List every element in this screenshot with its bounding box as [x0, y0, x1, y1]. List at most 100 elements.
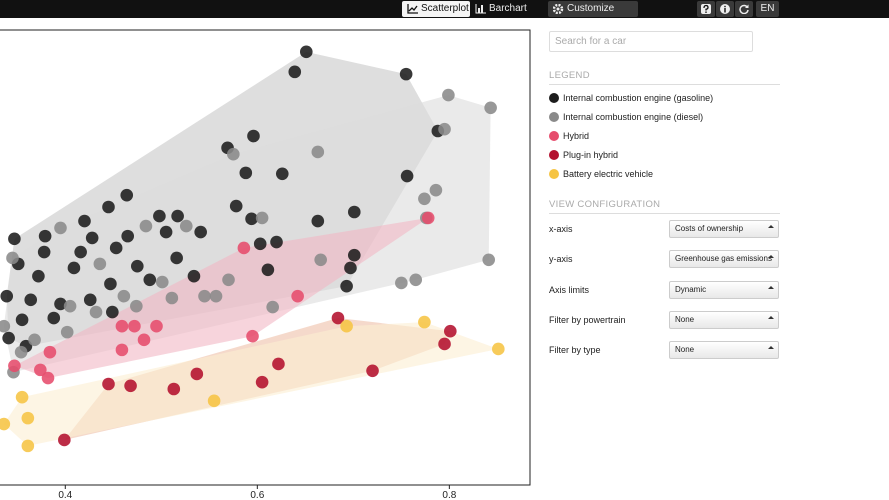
data-point	[104, 277, 117, 291]
select-value: None	[675, 345, 695, 355]
data-point	[150, 319, 163, 333]
x-tick-label: 0.6	[250, 490, 264, 500]
config-select[interactable]: Greenhouse gas emissions	[669, 250, 779, 269]
data-point	[255, 375, 269, 389]
config-row: Filter by powertrain None	[549, 310, 780, 329]
data-point	[366, 364, 379, 378]
data-point	[418, 315, 431, 329]
data-point	[170, 251, 183, 265]
barchart-tab[interactable]: Barchart	[470, 1, 530, 17]
config-label: Filter by powertrain	[549, 314, 626, 325]
customize-button[interactable]: Customize	[548, 1, 638, 17]
data-point	[261, 263, 275, 277]
data-point	[21, 439, 35, 453]
data-point	[83, 293, 97, 307]
data-point	[190, 367, 204, 381]
data-point	[165, 291, 179, 305]
data-point	[115, 319, 129, 333]
data-point	[209, 289, 223, 303]
data-point	[14, 345, 28, 359]
data-point	[253, 237, 267, 251]
config-row: x-axis Costs of ownership	[549, 220, 780, 238]
x-tick-label: 0.8	[442, 490, 456, 500]
select-value: Greenhouse gas emissions	[675, 254, 772, 264]
data-point	[482, 253, 496, 267]
data-point	[74, 245, 87, 259]
legend-item: Plug-in hybrid	[549, 149, 618, 161]
data-point	[207, 394, 221, 408]
data-point	[347, 248, 361, 262]
data-point	[288, 65, 302, 79]
data-point	[130, 299, 143, 313]
data-point	[266, 300, 279, 314]
data-point	[58, 433, 71, 447]
data-point	[247, 129, 260, 143]
data-point	[275, 167, 289, 181]
legend-swatch	[549, 150, 559, 160]
data-point	[28, 333, 41, 347]
select-value: Dynamic	[675, 284, 707, 294]
config-select[interactable]: Dynamic	[669, 280, 779, 299]
data-point	[93, 257, 107, 271]
scatterplot-tab[interactable]: Scatterplot	[402, 1, 470, 17]
data-point	[291, 289, 304, 303]
reset-button[interactable]	[735, 1, 753, 17]
config-select[interactable]: Costs of ownership	[669, 220, 779, 238]
legend-item: Internal combustion engine (gasoline)	[549, 92, 713, 104]
data-point	[484, 101, 497, 115]
data-point	[418, 192, 431, 206]
help-button[interactable]	[697, 1, 715, 17]
data-point	[37, 245, 51, 259]
data-point	[421, 211, 435, 225]
legend-label: Internal combustion engine (diesel)	[563, 112, 704, 122]
legend-label: Hybrid	[563, 131, 590, 141]
legend-label: Plug-in hybrid	[563, 150, 619, 160]
config-row: y-axis Greenhouse gas emissions	[549, 250, 780, 269]
data-point	[399, 67, 413, 81]
legend-swatch	[549, 169, 559, 179]
data-point	[299, 45, 313, 59]
data-point	[438, 122, 451, 136]
data-point	[255, 211, 269, 225]
config-select[interactable]: None	[669, 341, 779, 360]
data-point	[246, 329, 259, 343]
data-point	[340, 319, 353, 333]
data-point	[120, 188, 134, 202]
data-point	[102, 377, 115, 391]
tab-label: Barchart	[489, 3, 527, 14]
data-point	[21, 411, 35, 425]
config-select[interactable]: None	[669, 310, 779, 329]
data-point	[102, 200, 115, 214]
data-point	[159, 225, 173, 239]
select-value: None	[675, 314, 695, 324]
data-point	[47, 311, 61, 325]
data-point	[109, 241, 123, 255]
data-point	[137, 333, 151, 347]
data-point	[67, 261, 81, 275]
data-point	[442, 88, 455, 102]
data-point	[24, 293, 38, 307]
legend-label: Internal combustion engine (gasoline)	[563, 93, 714, 103]
data-point	[340, 279, 353, 293]
data-point	[106, 305, 119, 319]
data-point	[8, 232, 21, 246]
data-point	[239, 166, 253, 180]
data-point	[444, 324, 457, 338]
data-point	[34, 363, 47, 377]
data-point	[54, 297, 67, 311]
data-point	[272, 357, 285, 371]
config-label: Axis limits	[549, 284, 589, 295]
search-input[interactable]: Search for a car	[549, 31, 753, 52]
data-point	[0, 289, 14, 303]
data-point	[227, 147, 240, 161]
legend-swatch	[549, 112, 559, 122]
data-point	[60, 325, 74, 339]
legend-swatch	[549, 131, 559, 141]
data-point	[117, 289, 131, 303]
top-bar: Scatterplot Barchart Customize EN	[0, 0, 889, 18]
button-label: Customize	[567, 3, 615, 14]
x-tick-label: 0.4	[58, 490, 72, 500]
data-point	[115, 343, 129, 357]
language-button[interactable]: EN	[756, 1, 779, 17]
info-button[interactable]	[716, 1, 734, 17]
